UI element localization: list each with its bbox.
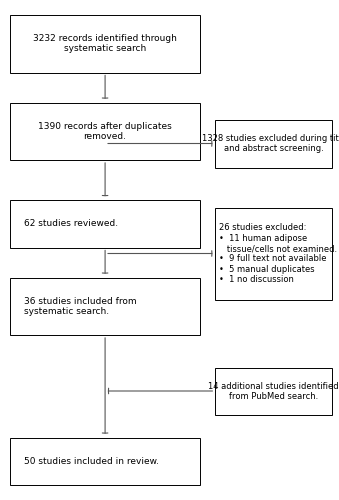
Text: 1390 records after duplicates
removed.: 1390 records after duplicates removed. — [38, 122, 172, 141]
FancyBboxPatch shape — [10, 438, 200, 485]
Text: 36 studies included from
systematic search.: 36 studies included from systematic sear… — [24, 296, 136, 316]
FancyBboxPatch shape — [215, 208, 332, 300]
Text: 26 studies excluded:
•  11 human adipose
   tissue/cells not examined.
•  9 full: 26 studies excluded: • 11 human adipose … — [219, 223, 337, 284]
FancyBboxPatch shape — [10, 15, 200, 72]
Text: 1328 studies excluded during title
and abstract screening.: 1328 studies excluded during title and a… — [202, 134, 339, 154]
Text: 3232 records identified through
systematic search: 3232 records identified through systemat… — [33, 34, 177, 54]
Text: 50 studies included in review.: 50 studies included in review. — [24, 457, 159, 466]
FancyBboxPatch shape — [10, 278, 200, 335]
FancyBboxPatch shape — [215, 120, 332, 168]
FancyBboxPatch shape — [215, 368, 332, 415]
FancyBboxPatch shape — [10, 200, 200, 248]
Text: 62 studies reviewed.: 62 studies reviewed. — [24, 219, 118, 228]
FancyBboxPatch shape — [10, 102, 200, 160]
Text: 14 additional studies identified
from PubMed search.: 14 additional studies identified from Pu… — [208, 382, 339, 401]
